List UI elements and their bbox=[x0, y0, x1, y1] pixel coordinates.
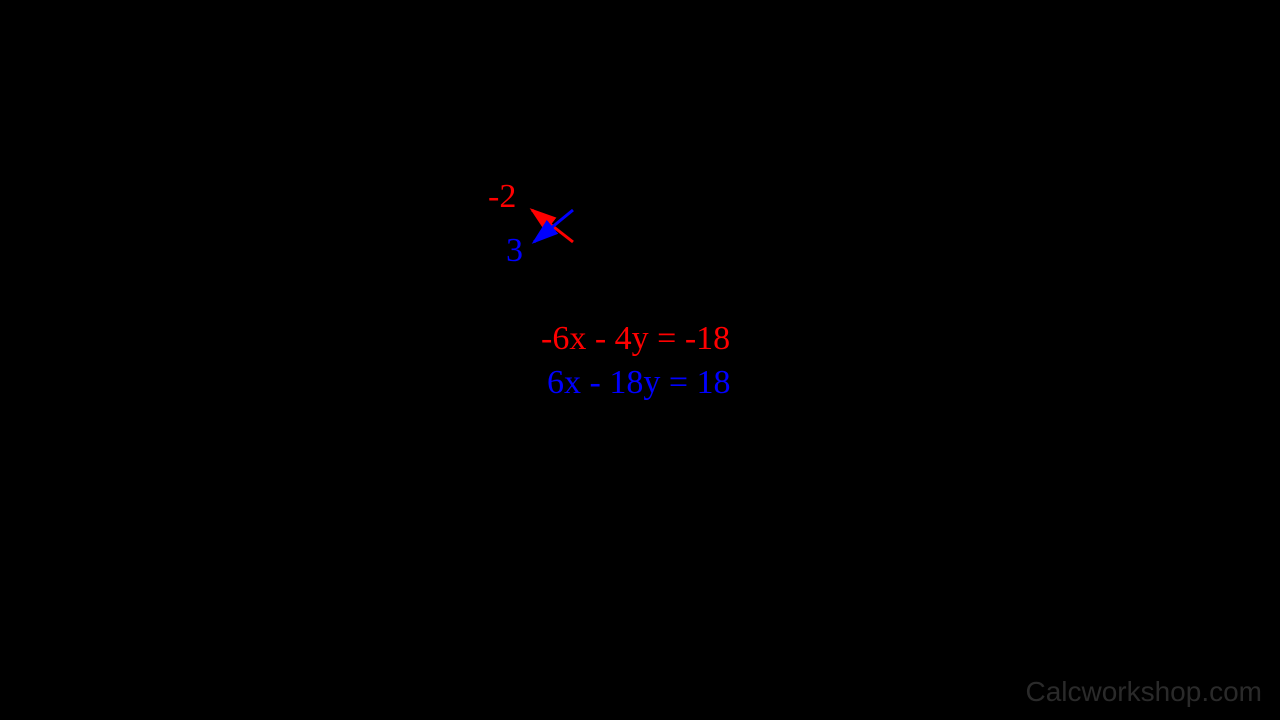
multiplier-bottom-text: 3 bbox=[506, 232, 523, 269]
arrows-svg bbox=[0, 0, 1280, 720]
blue-arrow bbox=[534, 210, 573, 242]
watermark: Calcworkshop.com bbox=[1025, 676, 1262, 708]
equation-line2: 6x - 18y = 18 bbox=[547, 364, 731, 402]
equation-line1-text: -6x - 4y = -18 bbox=[541, 320, 730, 357]
multiplier-top: -2 bbox=[488, 178, 516, 216]
multiplier-top-text: -2 bbox=[488, 178, 516, 215]
watermark-text: Calcworkshop.com bbox=[1025, 676, 1262, 707]
equation-line2-text: 6x - 18y = 18 bbox=[547, 364, 731, 401]
multiplier-bottom: 3 bbox=[506, 232, 523, 270]
red-arrow bbox=[532, 210, 573, 242]
equation-line1: -6x - 4y = -18 bbox=[541, 320, 730, 358]
